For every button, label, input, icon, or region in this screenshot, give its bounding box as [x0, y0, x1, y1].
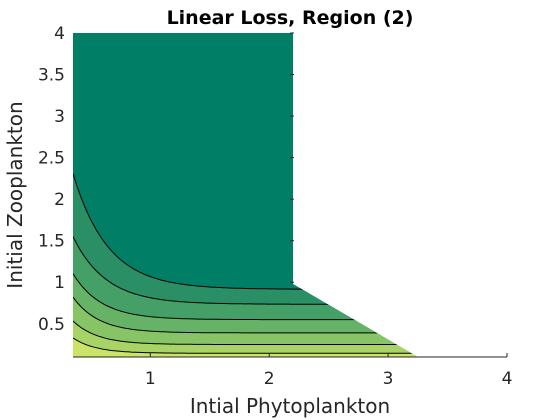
- band-level-4: [73, 321, 418, 357]
- x-tick-label: 2: [264, 369, 275, 389]
- y-tick-label: 4: [54, 24, 65, 44]
- contour-line-level-5: [73, 296, 418, 334]
- x-axis-label: Intial Phytoplankton: [190, 394, 390, 418]
- contour-line-level-3: [73, 337, 418, 354]
- band-level-5: [73, 297, 418, 357]
- contour-line-level-4: [73, 320, 418, 345]
- band-level-9: [73, 33, 418, 357]
- x-tick-label: 3: [383, 369, 394, 389]
- y-tick-label: 2.5: [38, 149, 65, 169]
- y-tick-label: 2: [54, 190, 65, 210]
- band-level-3: [73, 337, 418, 357]
- y-tick-label: 1: [54, 273, 65, 293]
- x-tick-label: 1: [145, 369, 156, 389]
- y-tick-label: 1.5: [38, 232, 65, 252]
- y-axis-label: Initial Zooplankton: [3, 101, 27, 288]
- y-tick-label: 3: [54, 107, 65, 127]
- y-axis-ticks: 0.5 1 1.5 2 2.5 3 3.5 4: [38, 24, 294, 335]
- x-axis-ticks: 1 2 3 4: [145, 353, 513, 389]
- y-tick-label: 3.5: [38, 66, 65, 86]
- y-tick-label: 0.5: [38, 315, 65, 335]
- x-tick-label: 4: [502, 369, 513, 389]
- chart-title: Linear Loss, Region (2): [167, 7, 414, 29]
